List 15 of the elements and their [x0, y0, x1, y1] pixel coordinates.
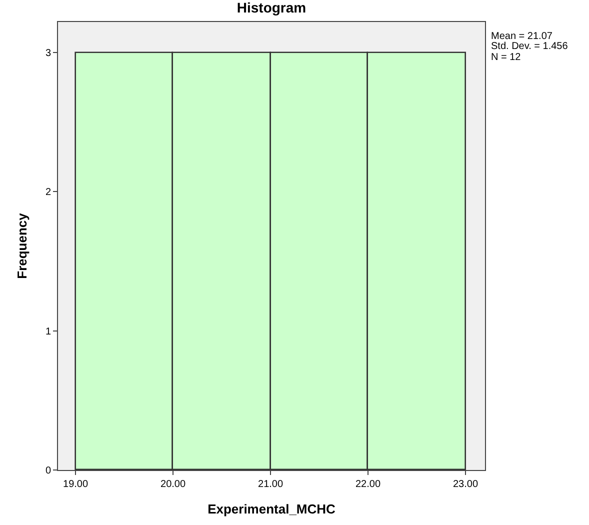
- x-tick-label: 23.00: [452, 479, 478, 490]
- y-tick-label: 2: [45, 187, 52, 198]
- x-tick-label: 21.00: [258, 479, 284, 490]
- y-tick-label: 0: [45, 466, 52, 476]
- x-tick-label: 20.00: [160, 479, 186, 490]
- text: N = 12: [491, 52, 522, 63]
- text: Mean = 21.07: [491, 31, 553, 42]
- y-tick-label: 3: [45, 48, 52, 60]
- x-tick-label: 22.00: [355, 479, 381, 490]
- x-axis-title: Experimental_MCHC: [208, 502, 336, 517]
- chart-title: Histogram: [236, 0, 306, 16]
- y-tick-label: 1: [45, 326, 52, 338]
- y-axis-title: Frequency: [14, 212, 30, 279]
- text: Std. Dev. = 1.456: [491, 41, 568, 52]
- x-tick-label: 19.00: [63, 479, 88, 490]
